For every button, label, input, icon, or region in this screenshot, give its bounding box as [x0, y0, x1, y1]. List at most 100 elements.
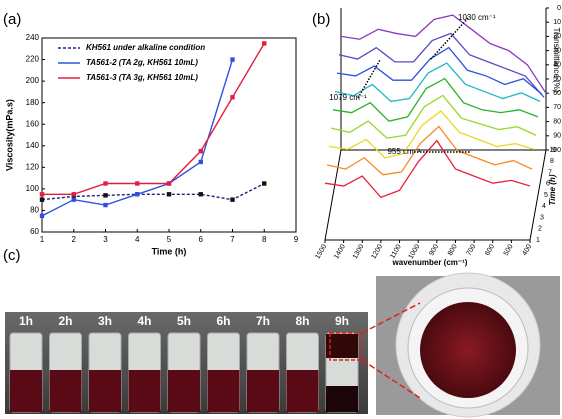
x-tick-label: 900 [428, 243, 440, 257]
z-tick-label: 7 [548, 169, 552, 176]
annotation: 1030 cm⁻¹ [458, 13, 496, 22]
vial-liquid [49, 370, 82, 412]
z-tick-label: 5 [544, 192, 548, 199]
x-tick-label: 1 [40, 235, 45, 244]
x-tick-label: 6 [199, 235, 204, 244]
y-tick-label: 0 [557, 5, 561, 12]
x-tick-label: 700 [466, 243, 478, 257]
x-tick-label: 600 [484, 243, 496, 257]
spectrum [330, 94, 537, 139]
y-tick-label: 90 [553, 133, 561, 140]
z-tick-label: 9 [552, 147, 556, 154]
marker [262, 181, 267, 186]
series-line [42, 43, 265, 195]
vial-liquid [168, 370, 200, 412]
y-tick-label: 80 [553, 118, 561, 125]
x-axis-title: Time (h) [152, 246, 187, 256]
x-tick-label: 400 [521, 243, 533, 257]
vial-liquid [286, 370, 319, 412]
x-tick-label: 1200 [370, 243, 384, 260]
y-tick-label: 140 [26, 141, 40, 150]
y-tick-label: 70 [553, 104, 561, 111]
y-tick-label: 50 [553, 76, 561, 83]
marker [39, 192, 45, 197]
vial-liquid [89, 370, 121, 412]
annotation-leader [429, 17, 469, 61]
y-tick-label: 60 [30, 227, 39, 236]
z-tick-label: 3 [540, 214, 544, 221]
marker [135, 181, 140, 186]
z-tick-label: 2 [538, 226, 542, 233]
x-axis-title: wavenumber (cm⁻¹) [392, 258, 468, 267]
vial-label: 4h [137, 314, 151, 328]
x-tick-label: 500 [503, 243, 515, 257]
vial-label: 5h [177, 314, 191, 328]
x-tick-label: 1500 [314, 243, 328, 260]
legend-label: TA561-3 (TA 3g, KH561 10mL) [86, 73, 198, 82]
x-tick-label: 5 [167, 235, 172, 244]
vial-liquid [10, 370, 42, 412]
marker [103, 193, 108, 198]
marker [71, 197, 76, 202]
y-tick-label: 30 [553, 47, 561, 54]
vial-label: 7h [256, 314, 270, 328]
x-tick-label: 7 [230, 235, 235, 244]
z-tick-label: 4 [542, 203, 546, 210]
y-tick-label: 40 [553, 62, 561, 69]
marker [71, 192, 76, 197]
panel-label: (a) [3, 11, 21, 28]
x-tick-label: 4 [135, 235, 140, 244]
marker [230, 95, 235, 100]
legend-label: TA561-2 (TA 2g, KH561 10mL) [86, 58, 198, 67]
y-tick-label: 180 [26, 98, 40, 107]
marker [166, 192, 172, 197]
annotation-leader [357, 59, 381, 99]
y-axis-title: Transmittance (%) [552, 27, 561, 92]
spectrum [324, 139, 531, 199]
z-tick-label: 6 [546, 181, 550, 188]
marker [39, 197, 45, 202]
x-tick-label: 9 [294, 235, 299, 244]
vial-label: 6h [216, 314, 230, 328]
vial-label: 2h [58, 314, 72, 328]
x-tick-label: 800 [447, 243, 459, 257]
panel-label: (b) [312, 11, 330, 28]
y-axis-title: Viscosity(mPa.s) [4, 99, 14, 171]
panel-label: (c) [3, 247, 21, 264]
vial-label: 3h [98, 314, 112, 328]
marker [103, 202, 108, 208]
marker [39, 213, 45, 219]
marker [262, 41, 267, 46]
vial-liquid [207, 370, 240, 412]
legend-label: KH561 under alkaline condition [86, 43, 205, 52]
x-tick-label: 3 [103, 235, 108, 244]
x-tick-label: 8 [262, 235, 267, 244]
spectrum [340, 14, 547, 94]
annotation: 955 cm⁻¹ [387, 147, 420, 156]
y-tick-label: 240 [26, 33, 40, 42]
marker [103, 181, 108, 186]
vial-liquid [326, 386, 358, 412]
marker [135, 192, 140, 197]
spectrum [326, 125, 533, 176]
zoom-box [329, 332, 363, 361]
vial-gel [326, 334, 358, 358]
zoom-line [361, 359, 421, 399]
marker [198, 148, 203, 154]
y-tick-label: 200 [26, 76, 40, 85]
y-tick-label: 120 [26, 162, 40, 171]
y-tick-label: 100 [26, 184, 40, 193]
spectrum [332, 77, 539, 122]
marker [198, 192, 203, 197]
vial-label: 1h [19, 314, 33, 328]
zoom-line [361, 302, 421, 334]
x-tick-label: 1300 [352, 243, 366, 260]
annotation: 1079 cm⁻¹ [329, 93, 367, 102]
z-tick-label: 1 [536, 237, 540, 244]
dish-liquid [420, 302, 516, 398]
spectrum [338, 32, 545, 98]
marker [230, 57, 235, 62]
vial-liquid [128, 370, 161, 412]
y-tick-label: 100 [549, 147, 561, 154]
